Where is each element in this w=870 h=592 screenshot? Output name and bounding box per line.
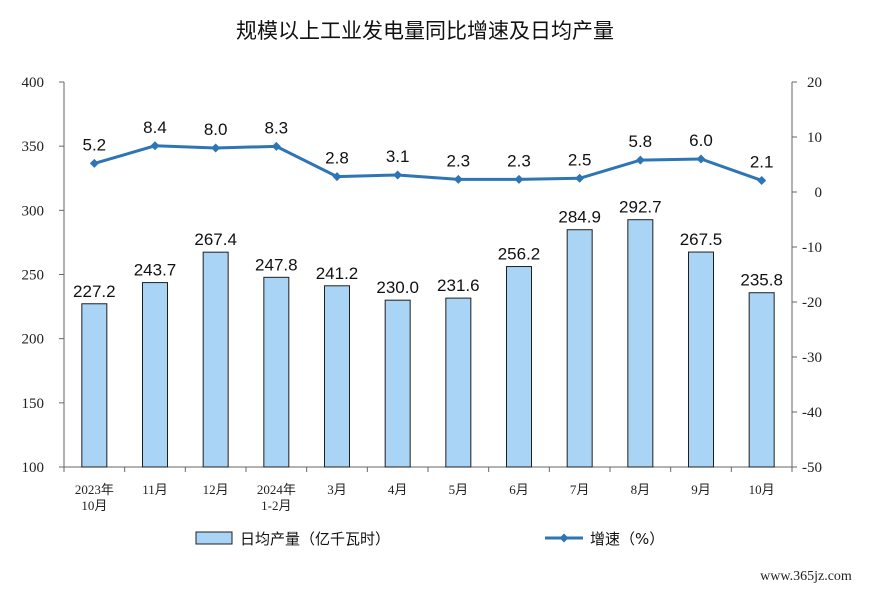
x-tick-label: 11月 <box>142 482 168 497</box>
line-marker <box>89 158 99 168</box>
watermark: www.365jz.com <box>760 569 852 584</box>
x-tick-label: 8月 <box>631 482 651 497</box>
y-right-tick-label: -40 <box>802 405 822 421</box>
y-left-tick-label: 250 <box>22 268 45 284</box>
bar-data-label: 256.2 <box>498 245 541 264</box>
y-right-tick-label: -30 <box>802 350 822 366</box>
x-tick-label: 2023年 <box>75 482 114 497</box>
bar-data-label: 284.9 <box>558 208 601 227</box>
x-tick-label: 10月 <box>749 482 775 497</box>
bar-labels: 227.2 243.7 267.4 247.8 241.2 230.0 231.6 256.2… <box>73 198 783 301</box>
line-data-label: 2.5 <box>568 150 592 169</box>
bar-data-label: 292.7 <box>619 198 662 217</box>
x-tick-label: 4月 <box>388 482 408 497</box>
line-marker <box>453 174 463 184</box>
line-data-label: 5.8 <box>629 132 653 151</box>
line-marker <box>211 143 221 153</box>
y-left-tick-label: 300 <box>22 203 45 219</box>
bar-data-label: 241.2 <box>316 264 359 283</box>
line-marker <box>575 173 585 183</box>
bar <box>263 276 290 468</box>
bar <box>202 251 229 468</box>
x-tick-label: 1-2月 <box>261 498 291 513</box>
bar <box>688 251 714 468</box>
line-data-label: 2.8 <box>325 149 349 168</box>
bar <box>384 299 411 468</box>
bar-data-label: 267.4 <box>194 230 237 249</box>
bar <box>445 297 472 468</box>
axes: 100 150 200 250 300 350 400 -50 -40 -30 -20 -10 0 10 2… <box>22 75 823 513</box>
bar <box>81 303 108 468</box>
x-tick-label: 2024年 <box>257 482 296 497</box>
chart-title: 规模以上工业发电量同比增速及日均产量 <box>236 19 614 43</box>
x-tick-label: 7月 <box>570 482 590 497</box>
y-right-tick-label: -10 <box>802 240 822 256</box>
line-series <box>89 141 767 185</box>
y-right-tick-label: 10 <box>807 130 822 146</box>
y-right-tick-label: 20 <box>807 75 822 91</box>
bar-data-label: 227.2 <box>73 282 116 301</box>
line-labels: 5.2 8.4 8.0 8.3 2.8 3.1 2.3 2.3 2.5 5.8 6.0 2.1 <box>83 118 774 172</box>
line-marker <box>635 155 645 165</box>
line-data-label: 3.1 <box>386 147 410 166</box>
line-marker <box>757 175 767 185</box>
x-tick-label: 12月 <box>203 482 229 497</box>
bar-data-label: 247.8 <box>255 255 298 274</box>
x-tick-label: 5月 <box>449 482 469 497</box>
line-data-label: 2.1 <box>750 152 774 171</box>
x-tick-label: 10月 <box>81 498 107 513</box>
legend: 日均产量（亿千瓦时） 增速（%） <box>195 530 664 548</box>
y-right-tick-label: -20 <box>802 295 822 311</box>
y-left-tick-label: 400 <box>22 75 45 91</box>
bar <box>324 285 350 468</box>
bar <box>627 219 654 468</box>
legend-bar-swatch <box>195 531 233 545</box>
x-tick-label: 9月 <box>691 482 711 497</box>
line-data-label: 2.3 <box>507 151 531 170</box>
x-tick-label: 6月 <box>509 482 529 497</box>
bar-data-label: 231.6 <box>437 276 480 295</box>
line-data-label: 6.0 <box>689 131 713 150</box>
y-left-tick-label: 100 <box>22 460 45 476</box>
line-data-label: 2.3 <box>447 151 471 170</box>
x-tick-label: 3月 <box>327 482 347 497</box>
y-right-tick-label: 0 <box>815 185 823 201</box>
bar-data-label: 230.0 <box>376 278 419 297</box>
bars <box>81 219 775 468</box>
line-marker <box>271 141 281 151</box>
bar-data-label: 235.8 <box>740 271 783 290</box>
line-data-label: 8.3 <box>265 118 289 137</box>
line-marker <box>696 154 706 164</box>
growth-line <box>93 144 763 182</box>
y-right-tick-label: -50 <box>802 460 822 476</box>
line-data-label: 5.2 <box>83 135 107 154</box>
line-data-label: 8.4 <box>143 118 167 137</box>
line-marker <box>514 174 524 184</box>
legend-line-label: 增速（%） <box>590 530 664 548</box>
y-left-tick-label: 200 <box>22 332 45 348</box>
legend-bar-label: 日均产量（亿千瓦时） <box>240 530 390 548</box>
legend-line-marker <box>559 533 569 543</box>
line-marker <box>393 170 403 180</box>
bar <box>506 266 532 468</box>
bar <box>748 292 775 468</box>
y-left-tick-label: 350 <box>22 139 45 155</box>
y-left-tick-label: 150 <box>22 396 45 412</box>
bar <box>142 282 168 468</box>
bar-data-label: 243.7 <box>134 261 177 280</box>
line-marker <box>150 141 160 151</box>
bar <box>566 229 593 468</box>
line-marker <box>332 172 342 182</box>
line-data-label: 8.0 <box>204 120 228 139</box>
bar-data-label: 267.5 <box>680 230 723 249</box>
